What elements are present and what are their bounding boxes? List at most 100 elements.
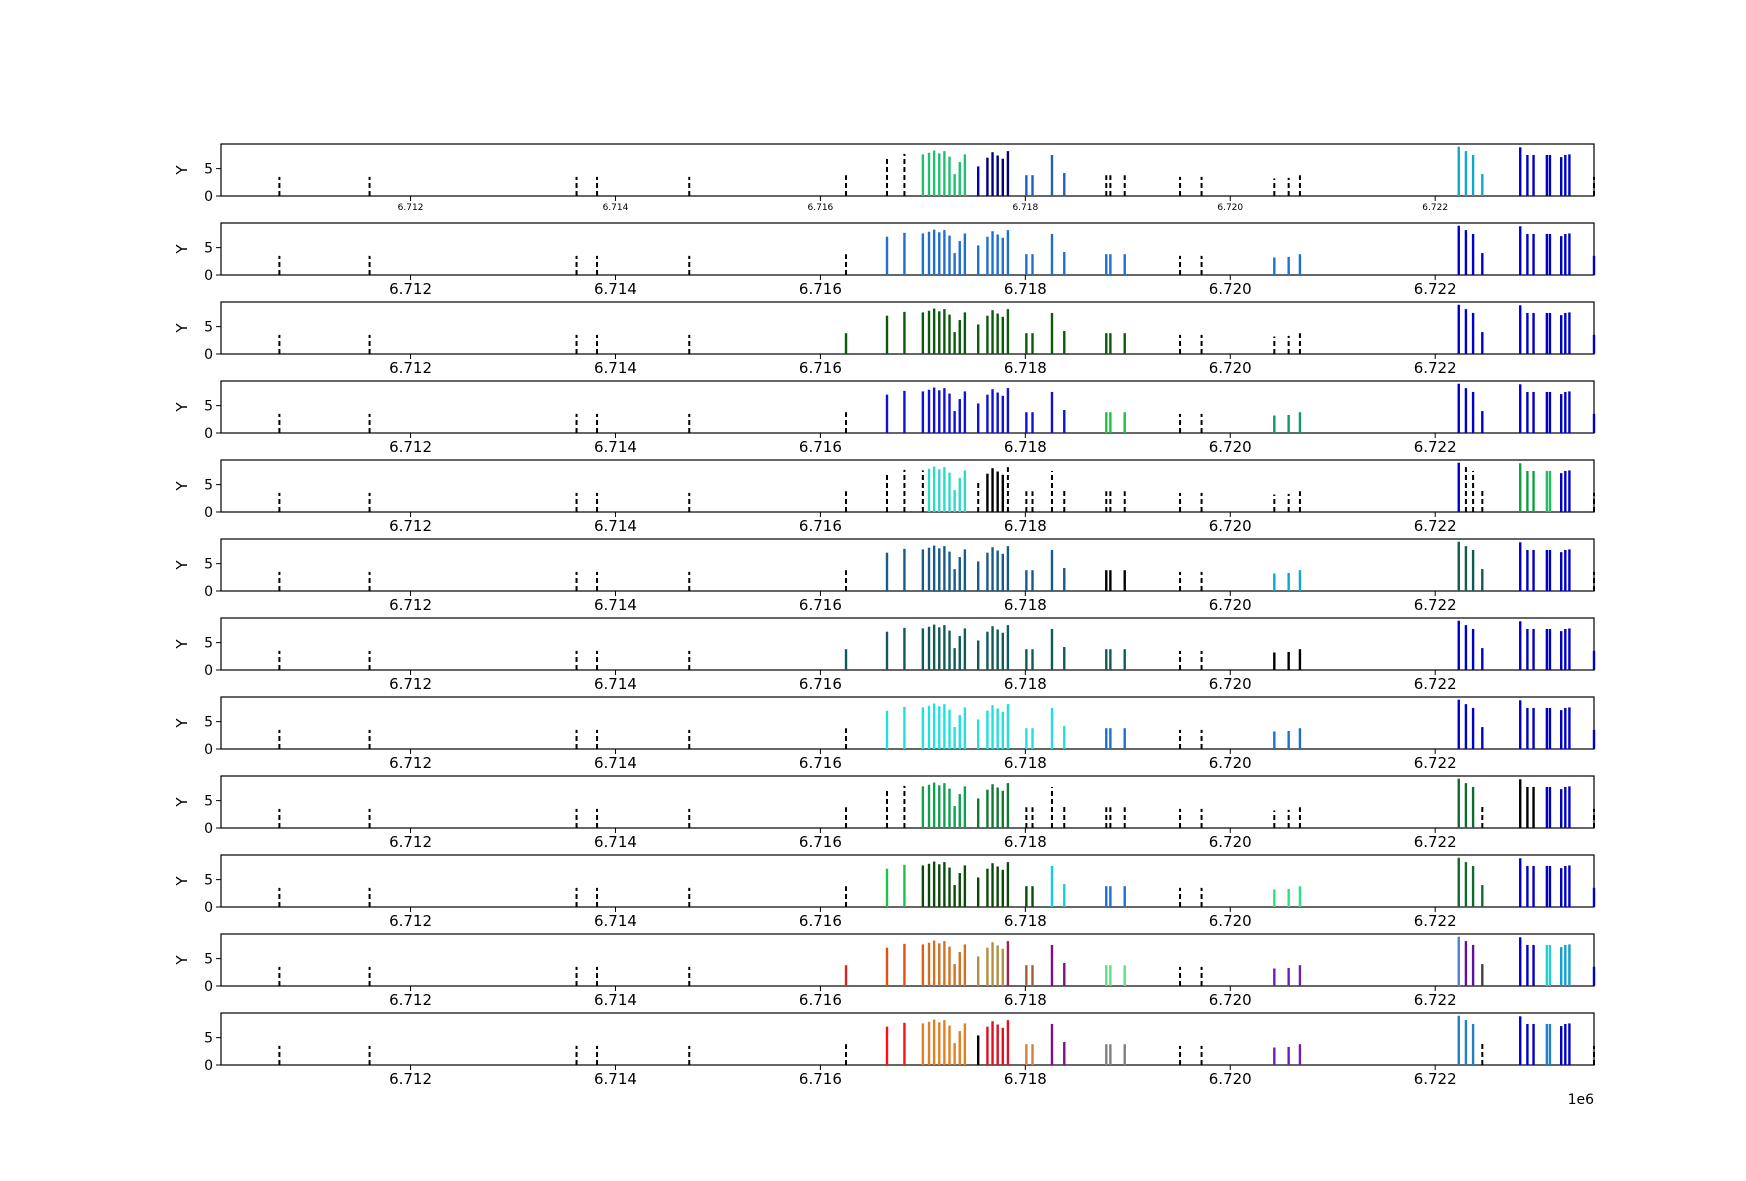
x-tick-label: 6.714 — [594, 280, 637, 298]
x-tick-label: 6.712 — [389, 1070, 432, 1088]
axes-frame — [220, 696, 1595, 750]
x-tick-label: 6.712 — [389, 991, 432, 1009]
x-tick-label: 6.720 — [1209, 280, 1252, 298]
x-tick-label: 6.722 — [1414, 517, 1457, 535]
x-tick-label: 6.714 — [594, 754, 637, 772]
x-tick-label: 6.716 — [799, 754, 842, 772]
y-axis-label: Y — [173, 402, 191, 413]
x-tick-label: 6.718 — [1004, 912, 1047, 930]
axes-frame — [220, 1012, 1595, 1066]
x-tick-label: 6.718 — [1004, 280, 1047, 298]
x-tick-label: 6.716 — [799, 438, 842, 456]
x-tick-label: 6.712 — [389, 438, 432, 456]
x-tick-label: 6.716 — [799, 675, 842, 693]
x-tick-label: 6.720 — [1209, 675, 1252, 693]
axes-frame — [220, 933, 1595, 987]
subplot-1: 0 5 Y 6.712 6.714 6.716 6.718 6.720 6.722 — [173, 143, 1595, 213]
y-tick-label: 5 — [204, 557, 213, 573]
axes-frame — [220, 222, 1595, 276]
y-tick-label: 0 — [204, 584, 213, 600]
y-axis-label: Y — [173, 955, 191, 966]
x-tick-label: 6.720 — [1217, 203, 1243, 213]
x-tick-label: 6.716 — [799, 912, 842, 930]
y-axis-label: Y — [173, 718, 191, 729]
y-tick-label: 0 — [204, 1058, 213, 1074]
y-axis-label: Y — [173, 481, 191, 492]
subplot-10: 0 5 Y 6.712 6.714 6.716 6.718 6.720 6.722 — [173, 854, 1596, 930]
x-tick-label: 6.712 — [389, 359, 432, 377]
x-tick-label: 6.712 — [389, 833, 432, 851]
subplot-8: 0 5 Y 6.712 6.714 6.716 6.718 6.720 6.722 — [173, 696, 1596, 772]
x-tick-label: 6.722 — [1414, 833, 1457, 851]
x-tick-label: 6.714 — [594, 596, 637, 614]
y-tick-label: 0 — [204, 742, 213, 758]
subplot-11: 0 5 Y 6.712 6.714 6.716 6.718 6.720 6.722 — [173, 933, 1596, 1009]
y-tick-label: 5 — [204, 241, 213, 257]
y-tick-label: 0 — [204, 426, 213, 442]
x-tick-label: 6.718 — [1012, 203, 1038, 213]
x-tick-label: 6.712 — [389, 517, 432, 535]
y-tick-label: 0 — [204, 347, 213, 363]
x-tick-label: 6.718 — [1004, 517, 1047, 535]
y-tick-label: 0 — [204, 268, 213, 284]
x-tick-label: 6.718 — [1004, 833, 1047, 851]
x-offset-label: 1e6 — [1568, 1092, 1595, 1108]
x-tick-label: 6.714 — [594, 438, 637, 456]
x-tick-label: 6.718 — [1004, 754, 1047, 772]
y-tick-label: 5 — [204, 399, 213, 415]
x-tick-label: 6.712 — [398, 203, 424, 213]
y-tick-label: 0 — [204, 663, 213, 679]
x-tick-label: 6.714 — [594, 833, 637, 851]
subplot-5: 0 5 Y 6.712 6.714 6.716 6.718 6.720 6.722 — [173, 459, 1595, 535]
y-axis-label: Y — [173, 797, 191, 808]
y-tick-label: 5 — [204, 715, 213, 731]
y-axis-label: Y — [173, 639, 191, 650]
axes-frame — [220, 459, 1595, 513]
axes-frame — [220, 775, 1595, 829]
x-tick-label: 6.722 — [1414, 359, 1457, 377]
subplot-9: 0 5 Y 6.712 6.714 6.716 6.718 6.720 6.722 — [173, 775, 1595, 851]
y-tick-label: 5 — [204, 320, 213, 336]
x-tick-label: 6.722 — [1422, 203, 1448, 213]
x-tick-label: 6.720 — [1209, 359, 1252, 377]
x-tick-label: 6.716 — [799, 991, 842, 1009]
x-tick-label: 6.720 — [1209, 833, 1252, 851]
y-axis-label: Y — [173, 165, 191, 176]
y-axis-label: Y — [173, 323, 191, 334]
y-tick-label: 0 — [204, 900, 213, 916]
x-tick-label: 6.714 — [594, 912, 637, 930]
x-tick-label: 6.718 — [1004, 438, 1047, 456]
x-tick-label: 6.720 — [1209, 596, 1252, 614]
y-tick-label: 5 — [204, 1031, 213, 1047]
subplot-6: 0 5 Y 6.712 6.714 6.716 6.718 6.720 6.722 — [173, 538, 1595, 614]
x-tick-label: 6.716 — [799, 1070, 842, 1088]
y-tick-label: 5 — [204, 636, 213, 652]
y-axis-label: Y — [173, 876, 191, 887]
x-tick-label: 6.716 — [799, 280, 842, 298]
x-tick-label: 6.716 — [808, 203, 834, 213]
subplot-7: 0 5 Y 6.712 6.714 6.716 6.718 6.720 6.722 — [173, 617, 1596, 693]
x-tick-label: 6.712 — [389, 675, 432, 693]
y-tick-label: 0 — [204, 821, 213, 837]
axes-frame — [220, 143, 1595, 197]
x-tick-label: 6.716 — [799, 517, 842, 535]
x-tick-label: 6.718 — [1004, 991, 1047, 1009]
y-axis-label: Y — [173, 244, 191, 255]
y-tick-label: 0 — [204, 189, 213, 205]
x-tick-label: 6.712 — [389, 754, 432, 772]
axes-frame — [220, 301, 1595, 355]
subplot-12: 0 5 6.712 6.714 6.716 6.718 6.720 6.722 — [204, 1012, 1595, 1088]
y-tick-label: 5 — [204, 794, 213, 810]
x-tick-label: 6.718 — [1004, 596, 1047, 614]
y-tick-label: 5 — [204, 162, 213, 178]
y-tick-label: 5 — [204, 952, 213, 968]
subplot-4: 0 5 Y 6.712 6.714 6.716 6.718 6.720 6.722 — [173, 380, 1596, 456]
x-tick-label: 6.714 — [603, 203, 629, 213]
y-tick-label: 0 — [204, 979, 213, 995]
x-tick-label: 6.714 — [594, 1070, 637, 1088]
subplot-2: 0 5 Y 6.712 6.714 6.716 6.718 6.720 6.722 — [173, 222, 1596, 298]
x-tick-label: 6.716 — [799, 596, 842, 614]
x-tick-label: 6.720 — [1209, 517, 1252, 535]
x-tick-label: 6.722 — [1414, 280, 1457, 298]
